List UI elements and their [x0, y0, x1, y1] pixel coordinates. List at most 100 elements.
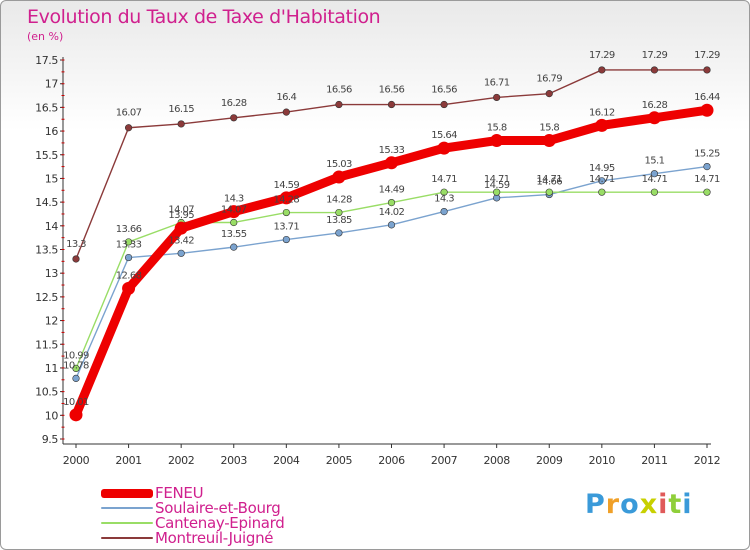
y-tick-label: 11.5 — [35, 338, 58, 351]
series-lines — [69, 66, 714, 422]
y-tick-label: 14.5 — [35, 196, 58, 209]
y-tick-label: 17.5 — [35, 54, 58, 67]
logo-letter: r — [605, 489, 621, 520]
y-tick-label: 16 — [45, 125, 59, 138]
data-point-soulaire-et-bourg — [177, 249, 185, 257]
data-point-cantenay-epinard — [72, 364, 80, 373]
data-point-montreuil-juign — [335, 100, 343, 109]
legend-swatch — [101, 537, 153, 539]
legend-label: FENEU — [155, 484, 204, 502]
x-tick-label: 2006 — [378, 454, 405, 467]
data-point-montreuil-juign — [387, 100, 396, 109]
data-label-soulaire-et-bourg: 13.33 — [116, 240, 142, 251]
data-label-montreuil-juign: 16.07 — [116, 108, 142, 119]
data-label-feneu: 15.33 — [379, 145, 405, 156]
y-tick-label: 10.5 — [35, 386, 58, 399]
data-label-feneu: 10.01 — [63, 397, 89, 408]
data-label-cantenay-epinard: 14.71 — [642, 174, 668, 185]
data-point-cantenay-epinard — [545, 188, 553, 196]
axes: 9.5 10 10.5 11 11.5 12 12.5 13 13.5 14 14.5 15 15.5 1… — [35, 54, 721, 467]
data-point-soulaire-et-bourg — [72, 374, 80, 382]
data-point-cantenay-epinard — [124, 238, 133, 246]
data-point-cantenay-epinard — [650, 188, 659, 196]
data-label-feneu: 15.8 — [539, 123, 559, 134]
data-point-cantenay-epinard — [230, 218, 238, 227]
data-label-montreuil-juign: 16.4 — [276, 92, 296, 103]
data-label-soulaire-et-bourg: 14.66 — [536, 177, 562, 188]
data-label-cantenay-epinard: 14.28 — [274, 195, 300, 206]
data-point-montreuil-juign — [650, 66, 659, 74]
data-label-feneu: 15.03 — [326, 159, 352, 170]
data-label-cantenay-epinard: 13.66 — [116, 224, 142, 235]
data-label-soulaire-et-bourg: 14.02 — [379, 207, 405, 218]
data-label-cantenay-epinard: 14.71 — [536, 174, 562, 185]
data-point-feneu — [490, 134, 504, 148]
data-label-soulaire-et-bourg: 13.55 — [221, 229, 247, 240]
logo-letter: i — [658, 489, 669, 520]
data-label-soulaire-et-bourg: 15.25 — [694, 149, 720, 160]
data-point-montreuil-juign — [703, 66, 711, 74]
data-label-montreuil-juign: 13.3 — [66, 239, 86, 250]
data-point-soulaire-et-bourg — [650, 170, 659, 178]
data-point-montreuil-juign — [440, 100, 448, 109]
y-tick-label: 15 — [45, 172, 59, 185]
legend-label: Cantenay-Epinard — [155, 514, 285, 532]
data-point-montreuil-juign — [282, 108, 290, 116]
data-point-feneu — [647, 111, 661, 125]
data-label-montreuil-juign: 16.71 — [484, 77, 510, 88]
y-tick-label: 12.5 — [35, 291, 58, 304]
data-point-soulaire-et-bourg — [440, 208, 448, 216]
logo-letter: i — [682, 489, 693, 520]
data-label-soulaire-et-bourg: 14.59 — [484, 180, 510, 191]
data-label-feneu: 14.3 — [224, 194, 244, 205]
data-point-feneu — [332, 170, 346, 184]
data-point-cantenay-epinard — [493, 188, 501, 196]
data-point-feneu — [437, 141, 451, 155]
data-label-soulaire-et-bourg: 13.42 — [168, 235, 194, 246]
data-label-montreuil-juign: 16.56 — [431, 85, 457, 96]
data-point-montreuil-juign — [598, 66, 606, 74]
data-label-soulaire-et-bourg: 14.95 — [589, 163, 615, 174]
data-label-feneu: 16.12 — [589, 107, 615, 118]
data-point-feneu — [174, 221, 188, 235]
data-point-feneu — [385, 156, 398, 170]
data-label-cantenay-epinard: 14.71 — [694, 174, 720, 185]
data-label-feneu: 14.59 — [274, 180, 300, 191]
x-tick-label: 2002 — [168, 454, 194, 467]
proxiti-logo: Proxiti — [585, 489, 693, 520]
x-tick-label: 2008 — [483, 454, 510, 467]
data-point-soulaire-et-bourg — [335, 229, 343, 237]
data-point-feneu — [227, 205, 241, 219]
data-label-feneu: 12.68 — [116, 270, 142, 281]
data-point-soulaire-et-bourg — [230, 243, 238, 251]
x-tick-label: 2004 — [273, 454, 300, 467]
legend-label: Montreuil-Juigné — [155, 529, 274, 547]
data-point-montreuil-juign — [72, 255, 80, 263]
data-point-cantenay-epinard — [282, 208, 290, 217]
data-label-montreuil-juign: 17.29 — [589, 50, 615, 61]
legend-label: Soulaire-et-Bourg — [155, 499, 281, 517]
legend-swatch — [101, 507, 153, 509]
y-tick-label: 11 — [45, 362, 58, 375]
x-tick-label: 2000 — [63, 454, 90, 467]
data-point-montreuil-juign — [230, 114, 238, 122]
logo-letter: t — [668, 489, 683, 520]
data-label-soulaire-et-bourg: 13.71 — [274, 222, 300, 233]
chart-title: Evolution du Taux de Taxe d'Habitation — [27, 6, 381, 28]
series-line-feneu — [71, 105, 712, 420]
data-point-soulaire-et-bourg — [598, 177, 606, 185]
data-point-soulaire-et-bourg — [703, 162, 711, 171]
data-point-montreuil-juign — [124, 124, 133, 132]
data-label-cantenay-epinard: 14.71 — [484, 174, 510, 185]
data-point-feneu — [595, 118, 609, 132]
data-point-cantenay-epinard — [335, 208, 343, 217]
data-label-cantenay-epinard: 14.28 — [326, 195, 352, 206]
series-line-soulaire-et-bourg — [75, 165, 708, 380]
data-label-montreuil-juign: 16.28 — [221, 98, 247, 109]
data-label-montreuil-juign: 17.29 — [694, 50, 720, 61]
data-label-soulaire-et-bourg: 15.1 — [644, 156, 664, 167]
x-tick-label: 2001 — [115, 454, 141, 467]
data-label-feneu: 13.95 — [168, 210, 194, 221]
